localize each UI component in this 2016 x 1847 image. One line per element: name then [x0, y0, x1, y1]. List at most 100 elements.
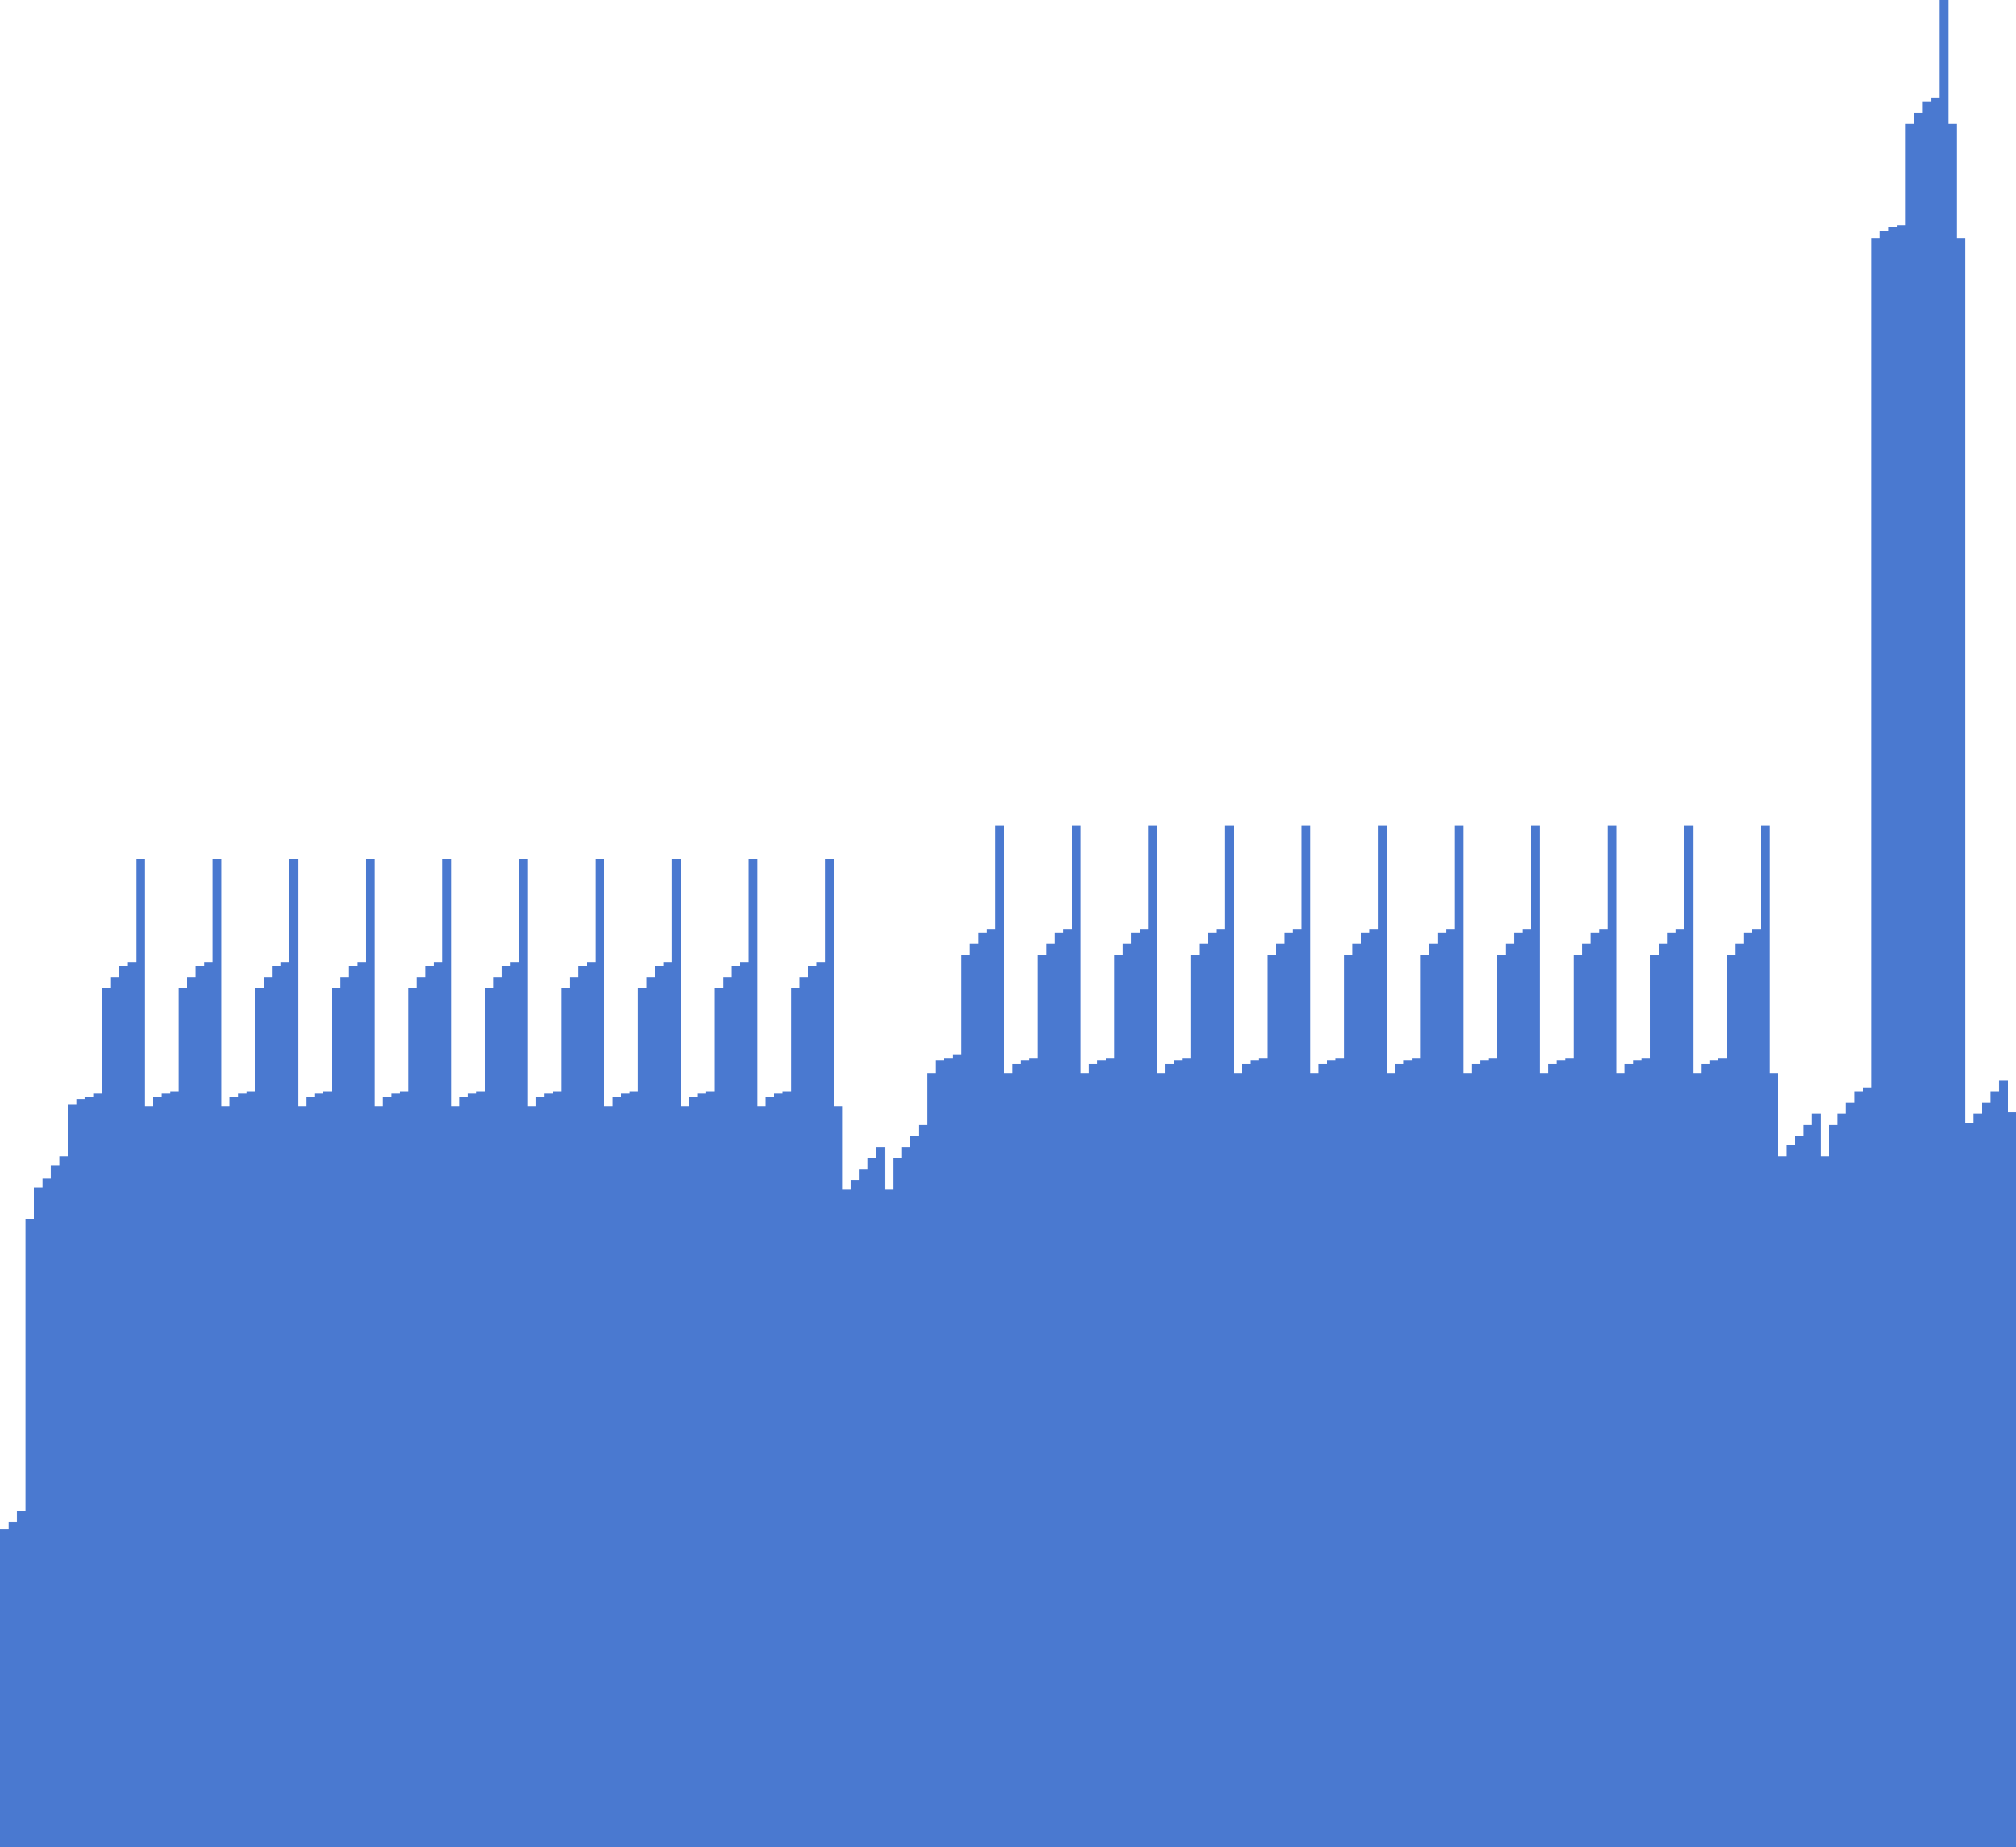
bar-145: [1233, 1073, 1242, 1847]
bar-73: [621, 1093, 630, 1847]
bar-37: [315, 1093, 324, 1847]
bar-235: [1999, 1080, 2008, 1847]
bar-74: [629, 1091, 639, 1847]
bar-119: [1012, 1064, 1021, 1847]
bar-225: [1914, 112, 1923, 1847]
bar-92: [782, 1091, 792, 1847]
bar-162: [1378, 825, 1387, 1847]
bar-16: [136, 859, 145, 1847]
bar-180: [1531, 825, 1540, 1847]
bar-232: [1973, 1113, 1983, 1847]
bar-9: [76, 1099, 86, 1847]
bar-205: [1744, 933, 1753, 1847]
bar-228: [1939, 0, 1949, 1847]
bar-165: [1403, 1060, 1413, 1847]
bar-38: [323, 1091, 332, 1847]
bar-112: [953, 1055, 962, 1847]
bar-23: [195, 966, 205, 1847]
bar-161: [1369, 929, 1379, 1847]
bar-174: [1480, 1060, 1489, 1847]
bar-41: [348, 966, 358, 1847]
bar-57: [484, 988, 494, 1847]
bar-229: [1947, 124, 1957, 1847]
bar-19: [161, 1093, 170, 1847]
bar-12: [102, 988, 111, 1847]
bar-212: [1803, 1125, 1813, 1847]
bar-176: [1497, 955, 1506, 1847]
bar-36: [306, 1097, 316, 1847]
bar-81: [689, 1097, 698, 1847]
bar-97: [825, 859, 834, 1847]
bar-137: [1165, 1064, 1174, 1847]
bar-150: [1276, 943, 1285, 1847]
bar-31: [263, 977, 273, 1847]
bar-209: [1778, 1156, 1787, 1847]
bar-82: [697, 1093, 707, 1847]
bar-148: [1259, 1058, 1268, 1847]
bar-93: [791, 988, 800, 1847]
bar-183: [1556, 1060, 1566, 1847]
bar-139: [1182, 1058, 1192, 1847]
bar-129: [1097, 1060, 1106, 1847]
bar-173: [1471, 1064, 1481, 1847]
bar-84: [714, 988, 723, 1847]
bar-106: [901, 1147, 911, 1847]
bar-114: [969, 943, 979, 1847]
bar-1: [8, 1522, 18, 1847]
bar-175: [1488, 1058, 1498, 1847]
bar-223: [1897, 225, 1906, 1847]
bar-153: [1301, 825, 1310, 1847]
bar-49: [416, 977, 426, 1847]
bar-236: [2007, 1112, 2016, 1847]
bar-5: [42, 1178, 52, 1847]
bar-103: [876, 1147, 885, 1847]
bar-77: [655, 966, 664, 1847]
bar-171: [1454, 825, 1464, 1847]
bar-98: [833, 1106, 843, 1847]
bar-113: [961, 955, 971, 1847]
bar-226: [1922, 101, 1931, 1847]
bar-122: [1037, 955, 1047, 1847]
bar-231: [1965, 1123, 1974, 1847]
bar-186: [1582, 943, 1591, 1847]
bar-215: [1829, 1125, 1838, 1847]
bar-204: [1735, 943, 1745, 1847]
bar-178: [1514, 933, 1523, 1847]
bar-48: [408, 988, 418, 1847]
bar-39: [331, 988, 341, 1847]
bar-234: [1990, 1091, 2000, 1847]
bar-47: [400, 1091, 409, 1847]
bar-6: [51, 1165, 60, 1847]
bar-111: [944, 1058, 953, 1847]
bar-24: [204, 962, 213, 1847]
bar-184: [1565, 1058, 1574, 1847]
bar-206: [1752, 929, 1761, 1847]
bar-110: [935, 1060, 945, 1847]
bar-88: [748, 859, 757, 1847]
bar-58: [493, 977, 502, 1847]
bar-85: [723, 977, 732, 1847]
bar-33: [281, 962, 290, 1847]
bar-65: [552, 1091, 562, 1847]
bar-207: [1760, 825, 1770, 1847]
bar-143: [1216, 929, 1226, 1847]
bar-151: [1284, 933, 1294, 1847]
bar-164: [1395, 1064, 1404, 1847]
bar-202: [1718, 1058, 1727, 1847]
bar-190: [1616, 1073, 1625, 1847]
bar-187: [1590, 933, 1600, 1847]
bar-28: [238, 1093, 247, 1847]
bar-216: [1837, 1113, 1847, 1847]
bar-222: [1888, 227, 1897, 1847]
bar-166: [1412, 1058, 1421, 1847]
bar-126: [1071, 825, 1081, 1847]
bar-155: [1318, 1064, 1328, 1847]
bar-149: [1267, 955, 1276, 1847]
bar-32: [272, 966, 281, 1847]
bar-70: [595, 859, 605, 1847]
bar-125: [1063, 929, 1072, 1847]
bar-44: [374, 1106, 384, 1847]
bar-21: [179, 988, 188, 1847]
bar-127: [1080, 1073, 1089, 1847]
